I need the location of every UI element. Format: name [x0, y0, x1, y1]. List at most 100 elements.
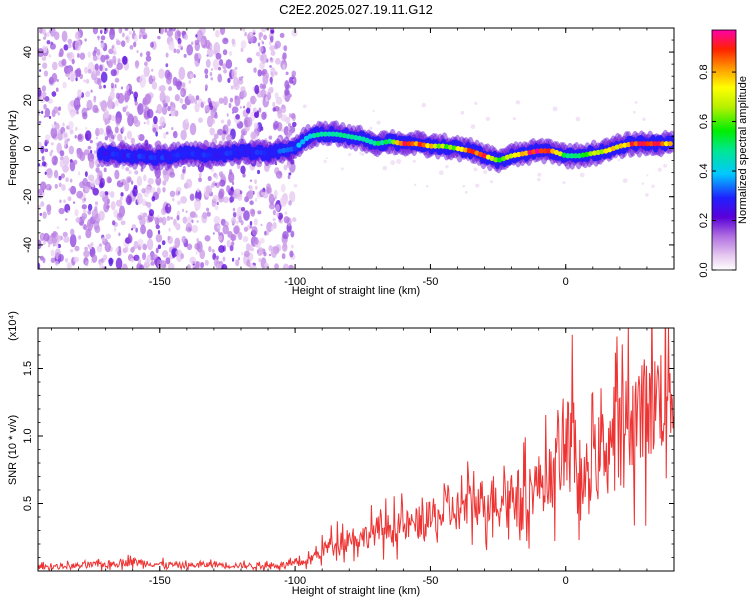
noise-blob	[261, 41, 265, 45]
noise-blob	[228, 50, 233, 57]
noise-blob	[137, 214, 143, 220]
noise-blob	[39, 212, 43, 216]
noise-blob	[69, 178, 73, 183]
noise-blob	[41, 85, 47, 92]
noise-blob	[268, 245, 273, 252]
noise-blob	[268, 253, 272, 257]
noise-blob	[268, 203, 276, 210]
noise-blob	[162, 99, 166, 106]
noise-blob	[663, 163, 668, 168]
noise-blob	[52, 230, 57, 239]
noise-blob	[110, 115, 116, 122]
noise-blob	[221, 133, 226, 141]
noise-blob	[211, 100, 216, 107]
noise-blob	[103, 132, 107, 137]
noise-blob	[253, 32, 256, 35]
ridge-core	[250, 149, 257, 155]
noise-blob	[107, 190, 111, 196]
noise-blob	[226, 239, 231, 248]
ridge-core	[319, 131, 325, 137]
noise-blob	[240, 206, 246, 212]
noise-blob	[142, 252, 147, 260]
noise-blob	[269, 45, 275, 52]
noise-blob	[198, 177, 202, 183]
noise-blob	[45, 183, 52, 191]
noise-blob	[44, 139, 49, 145]
noise-blob	[270, 67, 276, 77]
noise-blob	[203, 100, 206, 105]
noise-blob	[270, 50, 276, 56]
noise-blob	[232, 207, 236, 212]
noise-blob	[255, 51, 261, 57]
ridge-core	[106, 151, 113, 157]
snr-line	[38, 328, 674, 571]
noise-blob	[104, 241, 111, 253]
noise-blob	[38, 69, 42, 72]
noise-blob	[76, 190, 83, 199]
noise-blob	[42, 97, 46, 100]
noise-blob	[53, 31, 60, 41]
noise-blob	[77, 134, 83, 141]
noise-blob	[136, 176, 143, 187]
y-tick-label: 20	[22, 94, 34, 106]
ridge-core	[239, 148, 245, 154]
noise-blob	[151, 68, 154, 72]
noise-blob	[110, 135, 115, 140]
ridge-core	[205, 152, 211, 158]
noise-blob	[376, 120, 381, 125]
ridge-core	[330, 131, 336, 137]
noise-blob	[49, 151, 53, 157]
noise-blob	[180, 90, 184, 96]
noise-blob	[285, 71, 289, 76]
noise-blob	[103, 257, 106, 262]
noise-blob	[155, 176, 162, 186]
y-tick-label: 0.5	[22, 496, 34, 511]
noise-blob	[47, 209, 51, 216]
noise-blob	[204, 74, 209, 79]
noise-blob	[175, 250, 179, 256]
spectrogram-x-label: Height of straight line (km)	[292, 285, 420, 297]
noise-blob	[273, 120, 279, 129]
noise-blob	[63, 236, 70, 243]
noise-blob	[44, 148, 49, 153]
noise-blob	[94, 201, 99, 205]
noise-blob	[323, 159, 327, 164]
colorbar-label: Normalized spectral amplitude	[737, 76, 749, 224]
noise-blob	[58, 106, 62, 111]
ridge-core	[406, 141, 412, 147]
noise-blob	[42, 211, 47, 219]
noise-blob	[40, 164, 43, 168]
ridge-core	[425, 143, 431, 149]
noise-blob	[99, 261, 104, 269]
noise-blob	[209, 71, 213, 77]
noise-blob	[136, 50, 139, 54]
noise-blob	[40, 201, 45, 207]
noise-blob	[71, 58, 75, 65]
noise-blob	[53, 169, 59, 179]
ridge-core	[103, 150, 109, 156]
noise-blob	[100, 35, 106, 41]
noise-blob	[129, 45, 134, 50]
noise-blob	[109, 28, 115, 40]
noise-blob	[202, 211, 208, 220]
ridge-core	[629, 141, 635, 147]
noise-blob	[213, 133, 219, 140]
noise-blob	[281, 253, 286, 260]
noise-blob	[99, 177, 105, 188]
noise-blob	[137, 259, 142, 265]
noise-blob	[68, 188, 72, 192]
noise-blob	[61, 30, 68, 43]
noise-blob	[206, 47, 214, 58]
noise-blob	[277, 109, 283, 119]
noise-blob	[249, 225, 253, 229]
noise-blob	[259, 46, 264, 53]
noise-blob	[185, 178, 193, 189]
noise-blob	[171, 197, 175, 202]
noise-blob	[127, 113, 134, 127]
noise-blob	[152, 254, 158, 260]
noise-blob	[191, 224, 199, 233]
noise-blob	[200, 38, 206, 46]
noise-blob	[85, 127, 88, 130]
ridge-core	[197, 151, 203, 158]
noise-blob	[211, 182, 215, 188]
